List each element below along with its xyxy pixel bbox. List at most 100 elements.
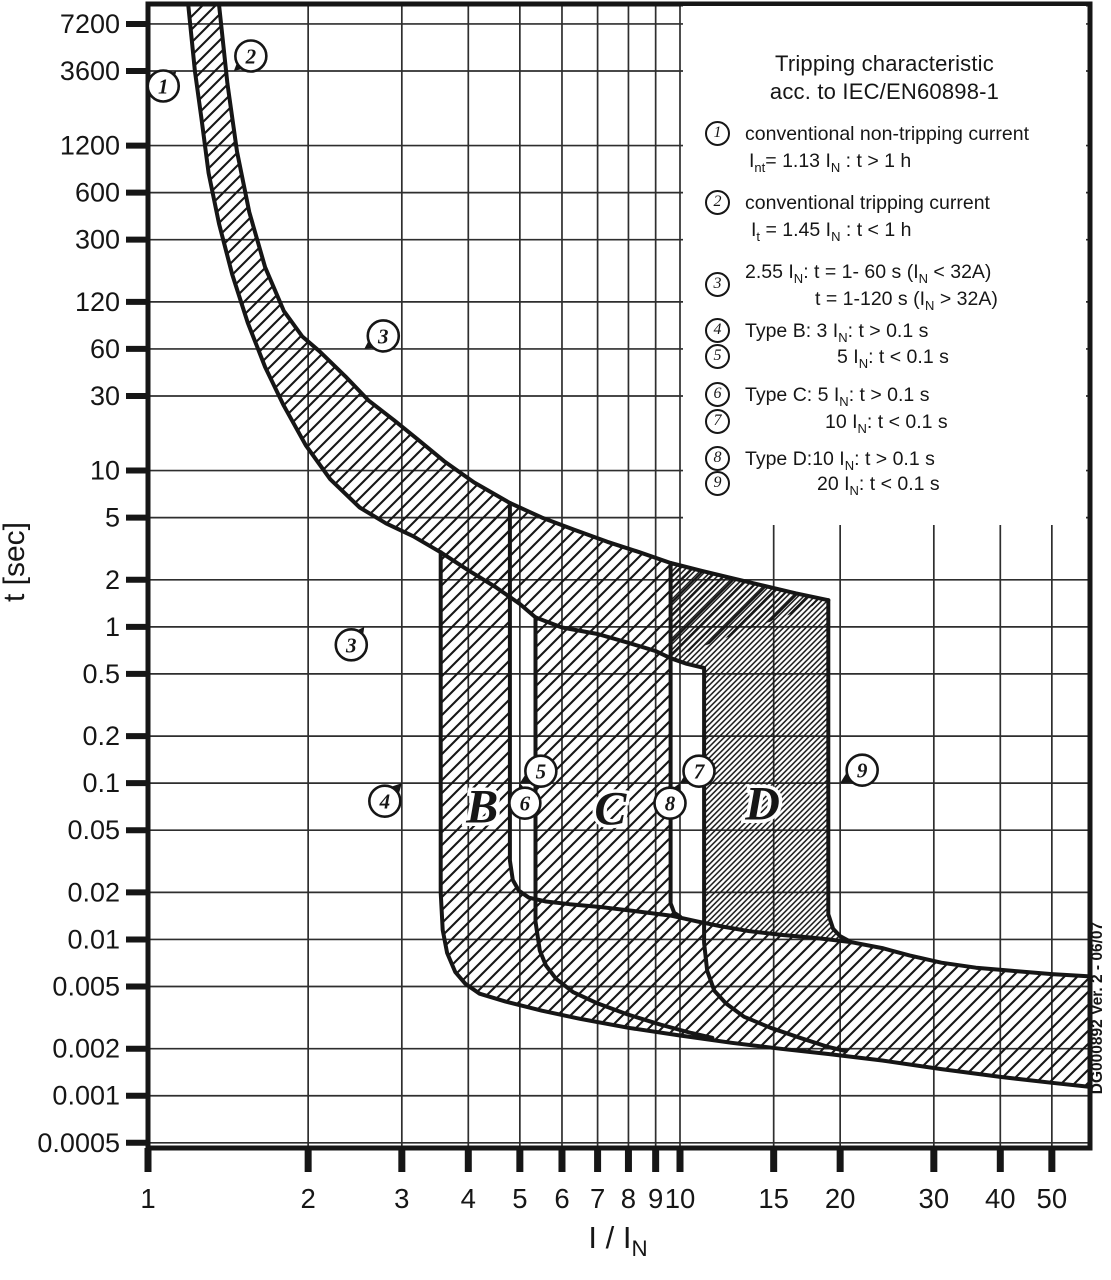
y-tick-label: 2 xyxy=(105,565,120,595)
type-d-band-fill xyxy=(670,563,852,943)
x-tick-label: 4 xyxy=(461,1183,476,1214)
y-tick-label: 1200 xyxy=(60,131,120,161)
marker-number: 2 xyxy=(245,44,257,68)
marker-number: 5 xyxy=(536,760,547,784)
marker-1: 1 xyxy=(146,69,181,103)
chart-title-line1: Tripping characteristic xyxy=(775,51,994,76)
x-tick-label: 30 xyxy=(919,1183,950,1214)
legend-item-text: 5 IN: t < 0.1 s xyxy=(837,346,949,371)
x-tick-label: 3 xyxy=(394,1183,409,1214)
legend-item-text: conventional non-tripping current Int= 1.… xyxy=(745,123,1030,175)
legend-item-text: conventional tripping current It = 1.45 I… xyxy=(745,192,990,244)
curve-b-left-bottom xyxy=(438,550,1093,1089)
legend-item-text: 10 IN: t < 0.1 s xyxy=(825,411,948,436)
x-tick-label: 1 xyxy=(140,1183,155,1214)
legend-item-number: 8 xyxy=(705,446,730,471)
curve-d-right xyxy=(826,598,854,945)
legend-item-number: 6 xyxy=(705,382,730,407)
y-tick-label: 0.5 xyxy=(82,659,120,689)
x-tick-label: 40 xyxy=(985,1183,1016,1214)
x-tick-label: 10 xyxy=(665,1183,696,1214)
y-tick-label: 10 xyxy=(90,456,120,486)
y-axis-title: t [sec] xyxy=(0,522,31,602)
x-tick-label: 2 xyxy=(300,1183,315,1214)
type-c-band-fill xyxy=(535,617,680,917)
y-tick-label: 0.02 xyxy=(67,877,120,907)
chart-title: Tripping characteristic acc. to IEC/EN60… xyxy=(683,50,1086,106)
y-tick-labels: 7200 3600 1200 600 300 120 60 30 10 5 2 1 0.5 0.2 0.1 0… xyxy=(37,9,120,1158)
marker-circle xyxy=(682,754,716,788)
y-tick-label: 0.01 xyxy=(67,924,120,954)
legend-item-number: 9 xyxy=(705,471,730,496)
legend-item-text: Type C: 5 IN: t > 0.1 s xyxy=(745,384,930,409)
legend-item-text: Type D:10 IN: t > 0.1 s xyxy=(745,448,935,473)
y-tick-label: 0.0005 xyxy=(37,1128,120,1158)
zone-label-b: B xyxy=(465,780,498,833)
marker-3: 3 xyxy=(334,626,369,662)
curve-thermal-upper xyxy=(217,2,831,603)
y-tick-label: 1 xyxy=(105,612,120,642)
curve-d-left-boundary xyxy=(668,656,848,1054)
marker-4: 4 xyxy=(368,783,402,818)
y-tick-label: 0.005 xyxy=(52,972,120,1002)
marker-circle xyxy=(334,628,369,662)
zone-label-d: D xyxy=(744,778,780,831)
curve-thermal-lower xyxy=(186,2,673,661)
marker-6: 6 xyxy=(508,783,542,820)
marker-7: 7 xyxy=(680,754,716,788)
legend-item-number: 1 xyxy=(705,121,730,146)
marker-number: 7 xyxy=(694,760,706,784)
zone-label-c: C xyxy=(594,782,627,835)
y-tick-label: 0.1 xyxy=(82,768,120,798)
marker-3: 3 xyxy=(364,319,401,353)
type-b-band-fill xyxy=(440,503,1091,1087)
marker-circle xyxy=(146,69,181,103)
marker-circle xyxy=(524,754,558,788)
marker-circle xyxy=(845,753,879,787)
marker-5: 5 xyxy=(519,754,558,788)
legend-item-number: 3 xyxy=(705,272,730,297)
y-tick-label: 3600 xyxy=(60,56,120,86)
x-tick-label: 50 xyxy=(1037,1183,1068,1214)
x-tick-label: 7 xyxy=(590,1183,605,1214)
x-tick-label: 8 xyxy=(621,1183,636,1214)
plot-frame xyxy=(145,1,1093,1151)
y-tick-label: 60 xyxy=(90,334,120,364)
y-tick-label: 0.2 xyxy=(82,721,120,751)
y-tick-label: 120 xyxy=(75,287,120,317)
marker-2: 2 xyxy=(233,39,268,73)
curve-c-left xyxy=(533,615,715,1040)
x-tick-label: 5 xyxy=(512,1183,527,1214)
legend-item-text: 2.55 IN: t = 1- 60 s (IN < 32A) t = 1-120… xyxy=(745,261,998,313)
marker-circle xyxy=(368,784,402,818)
legend-item-text: 20 IN: t < 0.1 s xyxy=(817,473,940,498)
y-tick-label: 5 xyxy=(105,503,120,533)
y-tick-label: 7200 xyxy=(60,9,120,39)
marker-number: 6 xyxy=(520,792,531,816)
marker-number: 1 xyxy=(158,74,169,98)
marker-circle xyxy=(366,319,401,353)
x-tick-label: 9 xyxy=(648,1183,663,1214)
marker-circle xyxy=(653,786,687,820)
x-axis-title: I / IN xyxy=(588,1220,647,1261)
marker-number: 4 xyxy=(379,790,391,814)
axis-ticks xyxy=(126,20,1056,1172)
curve-c-right xyxy=(668,561,682,919)
marker-9: 9 xyxy=(840,753,879,787)
legend-item-number: 5 xyxy=(705,344,730,369)
legend-item-number: 7 xyxy=(705,409,730,434)
x-tick-label: 6 xyxy=(554,1183,569,1214)
y-tick-label: 0.002 xyxy=(52,1034,120,1064)
legend-item-number: 2 xyxy=(705,190,730,215)
marker-number: 3 xyxy=(345,633,357,657)
x-tick-labels: 1 2 3 4 5 6 7 8 9 10 15 20 30 40 50 xyxy=(140,1183,1067,1214)
legend-panel: Tripping characteristic acc. to IEC/EN60… xyxy=(683,6,1086,525)
x-tick-label: 20 xyxy=(825,1183,856,1214)
marker-8: 8 xyxy=(653,783,687,820)
marker-number: 3 xyxy=(377,324,389,348)
chart-title-line2: acc. to IEC/EN60898-1 xyxy=(769,79,1000,104)
marker-circle xyxy=(508,786,542,820)
curve-b-right-top xyxy=(507,501,1093,979)
watermark-text: DG000892 Ver. 2 - 06/07 xyxy=(1089,922,1106,1094)
